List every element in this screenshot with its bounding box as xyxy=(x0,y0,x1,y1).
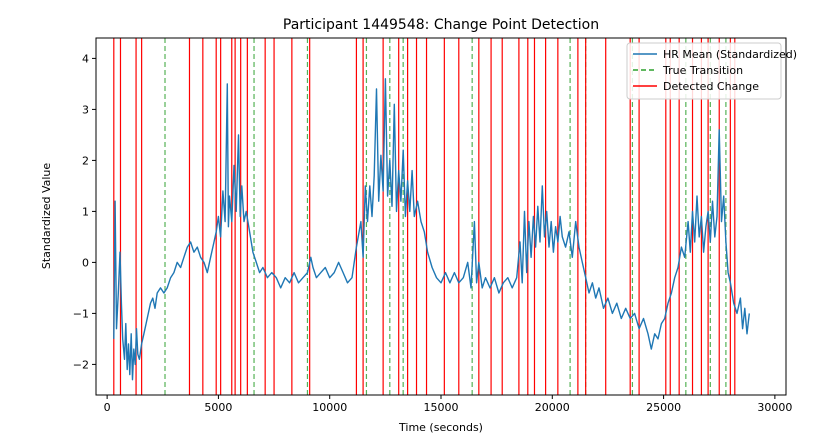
legend-label: True Transition xyxy=(662,64,743,77)
y-tick-label: 0 xyxy=(82,256,89,269)
x-tick-label: 15000 xyxy=(424,401,459,414)
legend: HR Mean (Standardized) True Transition Det… xyxy=(626,42,797,100)
y-tick-label: 4 xyxy=(82,52,89,65)
legend-label: HR Mean (Standardized) xyxy=(663,48,797,61)
x-tick-label: 30000 xyxy=(757,401,792,414)
x-tick-label: 25000 xyxy=(646,401,681,414)
x-axis: 0 5000 10000 15000 20000 25000 30000 xyxy=(104,395,792,414)
x-tick-label: 0 xyxy=(104,401,111,414)
x-tick-label: 20000 xyxy=(535,401,570,414)
y-axis: −2 −1 0 1 2 3 4 xyxy=(73,52,96,371)
y-tick-label: 2 xyxy=(82,154,89,167)
legend-label: Detected Change xyxy=(663,80,759,93)
y-tick-label: 3 xyxy=(82,103,89,116)
hr-mean-series-line xyxy=(113,78,750,381)
y-tick-label: −1 xyxy=(73,307,89,320)
chart-title: Participant 1449548: Change Point Detect… xyxy=(283,17,599,33)
x-tick-label: 5000 xyxy=(204,401,232,414)
series-layer xyxy=(113,78,750,381)
x-axis-label: Time (seconds) xyxy=(398,421,483,434)
x-tick-label: 10000 xyxy=(312,401,347,414)
legend-box xyxy=(626,42,782,100)
y-axis-label: Standardized Value xyxy=(40,163,53,270)
y-tick-label: 1 xyxy=(82,205,89,218)
y-tick-label: −2 xyxy=(73,358,89,371)
